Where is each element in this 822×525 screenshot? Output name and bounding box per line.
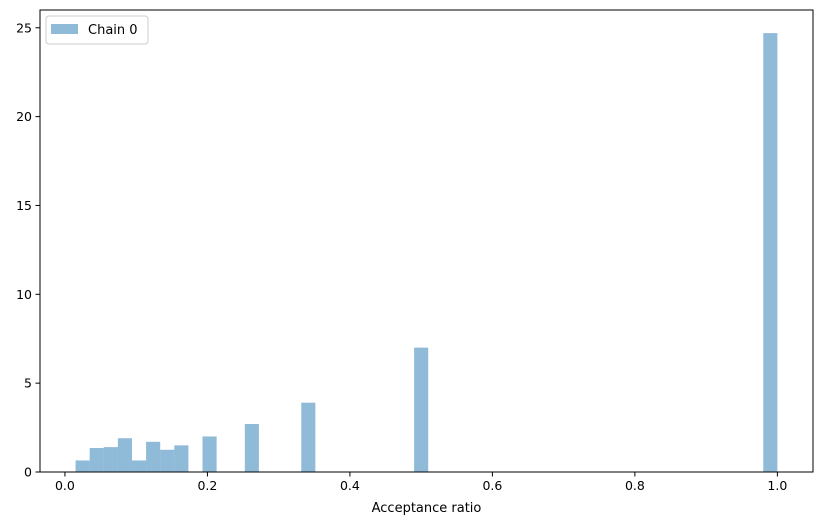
x-axis-label: Acceptance ratio — [372, 501, 482, 516]
histogram-bar — [174, 445, 189, 472]
histogram-bar — [103, 447, 118, 472]
y-tick-label: 0 — [24, 465, 32, 480]
histogram-bar — [301, 402, 316, 472]
histogram-bar — [244, 424, 259, 472]
legend-swatch — [51, 24, 78, 34]
y-tick-label: 15 — [16, 198, 32, 213]
histogram-bar — [160, 449, 175, 472]
x-tick-label: 0.6 — [482, 478, 502, 493]
legend: Chain 0 — [45, 15, 149, 45]
histogram-bar — [75, 460, 90, 472]
legend-label-chain-0: Chain 0 — [88, 23, 138, 38]
y-tick-label: 20 — [16, 109, 32, 124]
y-axis: 0 5 10 15 20 25 — [16, 20, 40, 480]
histogram-bar — [414, 347, 429, 472]
legend-box — [45, 15, 149, 45]
x-tick-label: 0.8 — [625, 478, 645, 493]
histogram-bars — [75, 33, 778, 472]
axes-frame — [39, 9, 814, 473]
x-tick-label: 0.0 — [55, 478, 75, 493]
histogram-bar — [763, 33, 778, 472]
x-tick-label: 1.0 — [767, 478, 787, 493]
y-tick-label: 5 — [24, 376, 32, 391]
histogram-bar — [117, 438, 132, 472]
x-tick-label: 0.4 — [340, 478, 360, 493]
x-axis: 0.0 0.2 0.4 0.6 0.8 1.0 — [55, 472, 787, 493]
y-tick-label: 10 — [16, 287, 32, 302]
histogram-bar — [146, 441, 161, 472]
histogram-bar — [131, 460, 147, 472]
histogram-bar — [202, 436, 217, 472]
histogram-bar — [89, 448, 104, 472]
y-tick-label: 25 — [16, 20, 32, 35]
x-tick-label: 0.2 — [197, 478, 217, 493]
